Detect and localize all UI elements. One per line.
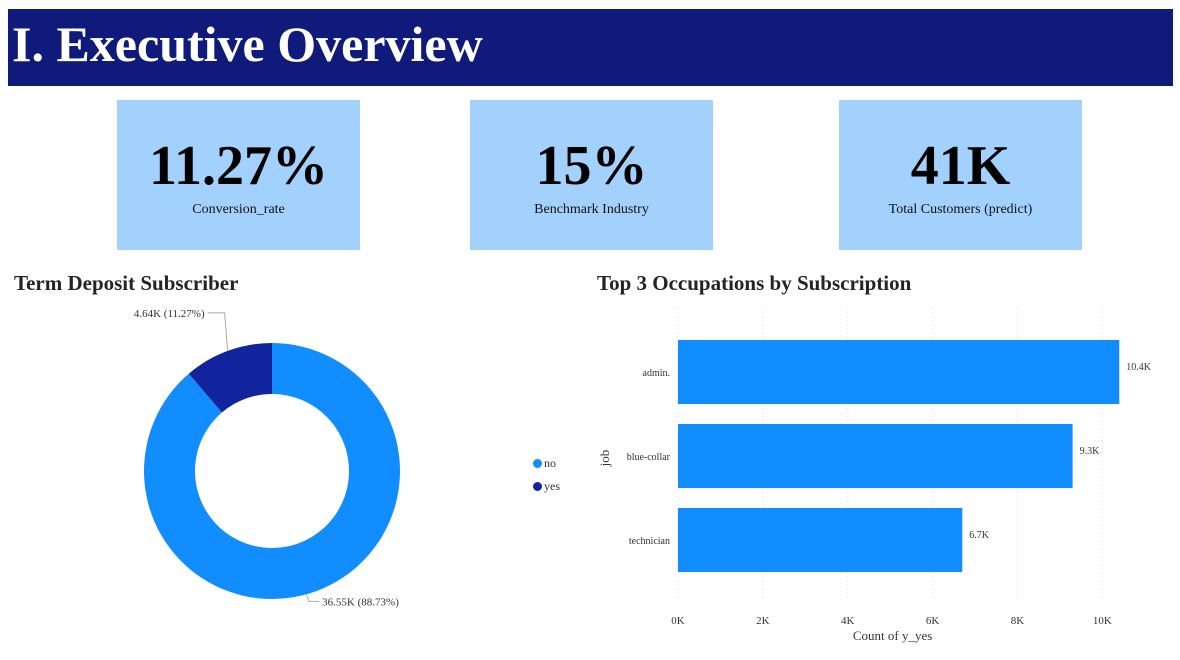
- bar-chart: 0K 2K 4K 6K 8K 10K admin. 10.4K blue-collar 9.3K t…: [597, 308, 1152, 643]
- bar-technician[interactable]: [678, 508, 963, 572]
- leader-line-no: [305, 594, 320, 602]
- header-banner: I. Executive Overview: [8, 9, 1173, 86]
- legend-dot-no: [533, 459, 542, 468]
- kpi-card-conversion-rate[interactable]: 11.27% Conversion_rate: [117, 100, 360, 250]
- donut-legend: no yes: [533, 452, 560, 498]
- page-title: I. Executive Overview: [12, 16, 483, 72]
- data-label-no: 36.55K (88.73%): [322, 596, 399, 608]
- legend-item-yes[interactable]: yes: [533, 475, 560, 498]
- bar-bluecollar[interactable]: [678, 424, 1073, 488]
- kpi-label: Conversion_rate: [192, 202, 285, 217]
- y-category-label: admin.: [643, 368, 671, 379]
- y-category-label: technician: [629, 536, 670, 547]
- kpi-value: 41K: [910, 135, 1011, 197]
- bar-admin[interactable]: [678, 340, 1120, 404]
- bar-data-label: 9.3K: [1080, 446, 1101, 457]
- legend-label: no: [544, 456, 556, 470]
- x-tick-label: 4K: [841, 615, 855, 627]
- donut-slice-yes[interactable]: [188, 343, 272, 413]
- donut-chart: 4.64K (11.27%) 36.55K (88.73%): [134, 308, 400, 608]
- x-tick-label: 0K: [671, 615, 685, 627]
- y-axis-title: job: [597, 450, 612, 468]
- bar-data-label: 6.7K: [969, 530, 990, 541]
- leader-line-yes: [207, 312, 229, 351]
- x-tick-label: 8K: [1011, 615, 1024, 627]
- legend-item-no[interactable]: no: [533, 452, 560, 475]
- y-category-label: blue-collar: [627, 452, 671, 463]
- bar-data-label: 10.4K: [1126, 362, 1152, 373]
- legend-dot-yes: [533, 482, 542, 491]
- x-tick-label: 6K: [926, 615, 940, 627]
- kpi-label: Benchmark Industry: [534, 202, 649, 217]
- donut-slice-no[interactable]: [144, 343, 400, 599]
- bar-chart-title: Top 3 Occupations by Subscription: [597, 271, 912, 295]
- kpi-value: 11.27%: [149, 135, 328, 197]
- donut-chart-title: Term Deposit Subscriber: [14, 271, 239, 295]
- data-label-yes: 4.64K (11.27%): [134, 308, 205, 320]
- kpi-card-total-customers[interactable]: 41K Total Customers (predict): [839, 100, 1082, 250]
- x-axis-title: Count of y_yes: [853, 628, 932, 643]
- kpi-label: Total Customers (predict): [888, 202, 1033, 217]
- x-tick-label: 10K: [1093, 615, 1112, 627]
- kpi-value: 15%: [535, 135, 648, 197]
- kpi-card-benchmark-industry[interactable]: 15% Benchmark Industry: [470, 100, 713, 250]
- legend-label: yes: [544, 479, 560, 493]
- x-tick-label: 2K: [756, 615, 770, 627]
